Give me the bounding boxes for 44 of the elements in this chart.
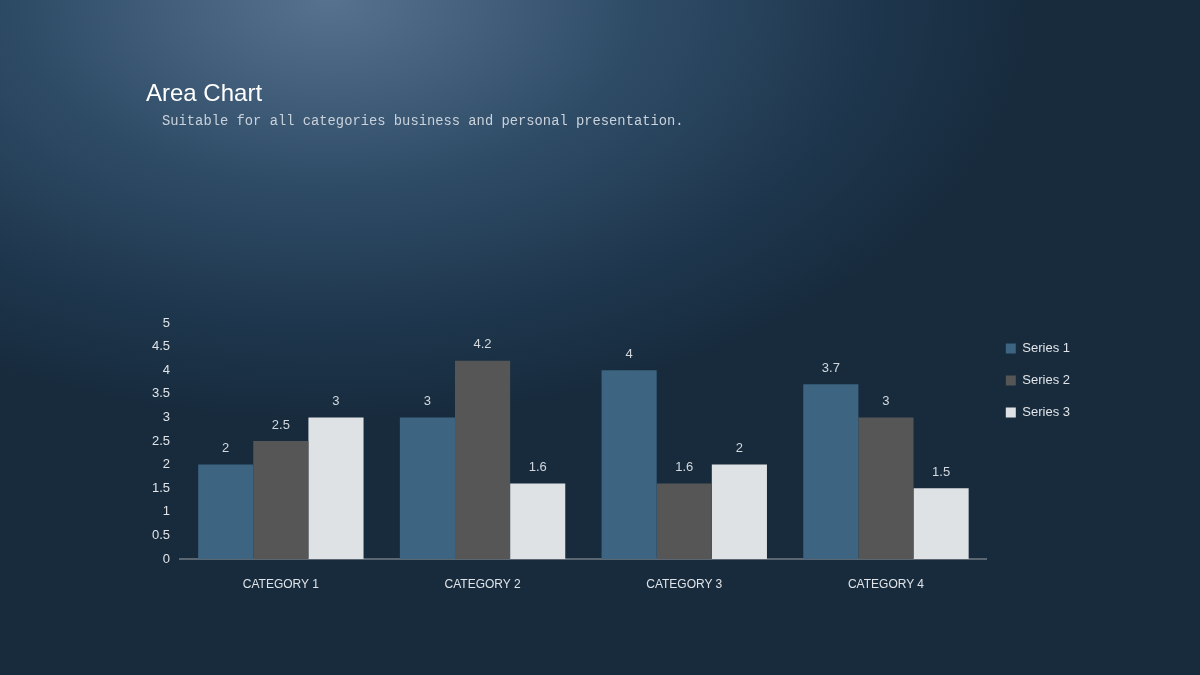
bar <box>711 464 767 559</box>
y-tick-label: 1 <box>162 503 170 519</box>
y-tick-label: 2.5 <box>151 432 170 448</box>
y-tick-label: 4 <box>162 361 170 377</box>
x-tick-label: CATEGORY 1 <box>242 576 320 591</box>
data-label: 4 <box>625 345 633 361</box>
bar <box>656 483 712 559</box>
data-label: 2 <box>222 440 230 456</box>
y-tick-label: 0.5 <box>151 526 170 542</box>
x-tick-label: CATEGORY 4 <box>847 576 925 591</box>
y-tick-label: 1.5 <box>151 479 170 495</box>
data-label: 3 <box>423 392 432 408</box>
chart-title: Area Chart <box>146 79 263 107</box>
legend-label: Series 1 <box>1022 340 1071 356</box>
y-tick-label: 2 <box>162 456 170 472</box>
data-label: 3 <box>882 392 890 408</box>
bar <box>858 417 914 559</box>
bar <box>308 417 364 559</box>
x-tick-label: CATEGORY 3 <box>646 576 723 591</box>
bar <box>913 488 969 559</box>
bar <box>454 360 511 559</box>
bar <box>198 464 254 559</box>
legend-label: Series 3 <box>1022 404 1071 420</box>
y-tick-label: 3 <box>162 408 170 424</box>
data-label: 3.7 <box>821 359 840 375</box>
legend-label: Series 2 <box>1022 372 1071 388</box>
y-tick-label: 0 <box>162 550 170 566</box>
bar <box>601 370 657 559</box>
data-label: 4.2 <box>473 336 492 352</box>
bar <box>399 417 455 559</box>
data-label: 2 <box>735 440 744 456</box>
data-label: 1.6 <box>528 459 547 475</box>
y-tick-label: 3.5 <box>151 385 170 401</box>
bar <box>253 441 309 559</box>
x-tick-label: CATEGORY 2 <box>444 576 521 591</box>
data-label: 1.6 <box>675 459 694 475</box>
y-tick-label: 4.5 <box>151 338 170 354</box>
bar <box>510 483 566 559</box>
y-tick-label: 5 <box>162 314 170 330</box>
chart-subtitle: Suitable for all categories business and personal presentation. <box>162 114 684 129</box>
data-label: 3 <box>332 392 340 408</box>
data-label: 2.5 <box>271 416 290 432</box>
bar <box>803 384 859 559</box>
data-label: 1.5 <box>932 463 951 479</box>
